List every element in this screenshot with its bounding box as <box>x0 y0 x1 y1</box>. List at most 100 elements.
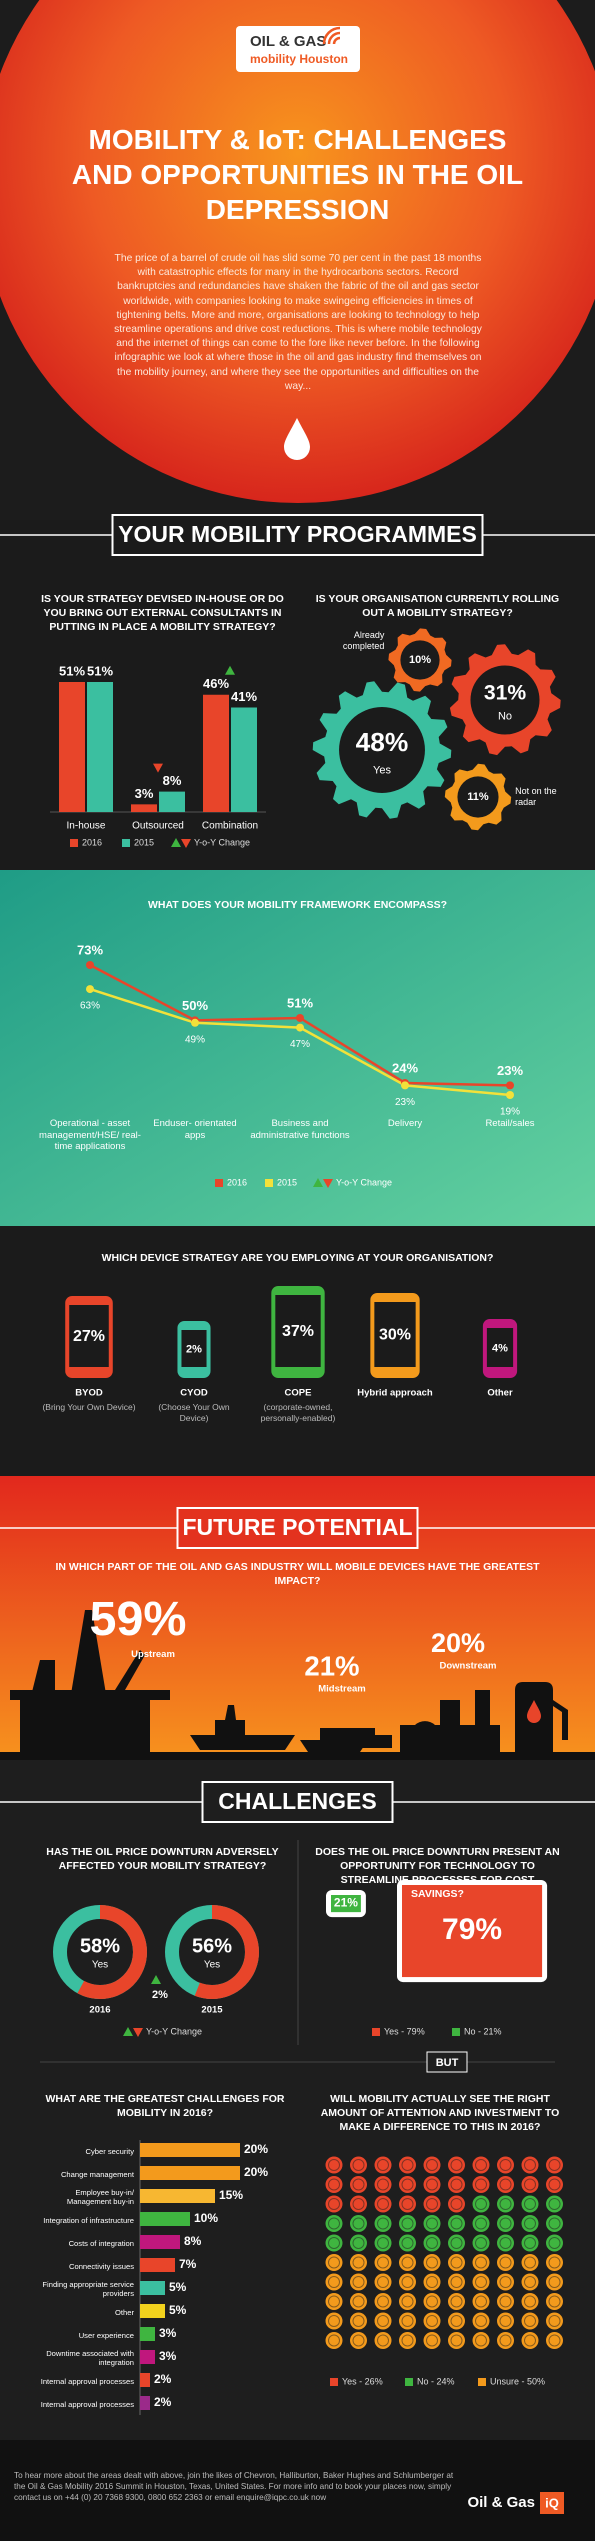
coin-ring <box>377 2295 389 2308</box>
device-description: (Choose Your Own Device) <box>158 1402 230 1423</box>
x-tick-label: Retail/sales <box>485 1118 535 1129</box>
phone-screen <box>374 1302 416 1367</box>
coin <box>497 2273 514 2291</box>
ground <box>0 1752 595 1760</box>
coin <box>521 2215 539 2232</box>
coin <box>350 2293 367 2310</box>
gear-label: Yes <box>373 765 391 777</box>
x-tick-label: Delivery <box>387 1118 423 1129</box>
y-tick-label: Connectivity issues <box>69 2261 134 2271</box>
coin-ring <box>450 2178 463 2191</box>
tablet-screen <box>402 1885 543 1978</box>
coin-ring <box>377 2217 389 2230</box>
coin <box>448 2215 465 2232</box>
coin-ring <box>328 2237 340 2249</box>
coin-ring <box>475 2237 487 2249</box>
y-tick-label: User experience <box>78 2330 134 2340</box>
point-value-label: 23% <box>497 1063 523 1078</box>
coin <box>399 2156 416 2174</box>
coin-ring <box>328 2334 340 2347</box>
coin <box>546 2254 563 2271</box>
coin <box>399 2254 416 2271</box>
bar-value-label: 2% <box>154 2372 172 2386</box>
coin-ring <box>328 2256 340 2269</box>
coin <box>497 2234 514 2252</box>
phone-value-label: 2% <box>186 1343 202 1355</box>
legend-label: 2016 <box>82 837 102 847</box>
coin-ring <box>401 2178 414 2191</box>
coin-ring <box>401 2334 414 2347</box>
bar <box>159 791 185 812</box>
coin-ring <box>377 2256 389 2269</box>
phone-screen <box>275 1295 321 1367</box>
coin-ring <box>548 2159 561 2171</box>
logo-box <box>236 26 360 72</box>
coin <box>497 2215 514 2232</box>
coin-ring <box>401 2159 414 2171</box>
coin-ring <box>548 2198 561 2210</box>
question: WILL MOBILITY ACTUALLY SEE THE RIGHT AMO… <box>320 2093 560 2133</box>
y-tick-label: Costs of integration <box>68 2238 134 2248</box>
device-label: COPE <box>285 1388 312 1399</box>
phone-value-label: 27% <box>73 1328 105 1345</box>
coin-ring <box>450 2315 463 2327</box>
point <box>86 961 94 969</box>
coin-ring <box>548 2256 561 2269</box>
y-tick-label: Downtime associated with integration <box>46 2349 134 2367</box>
change-triangle <box>171 838 181 847</box>
y-tick-label: Other <box>115 2307 134 2317</box>
logo-text: mobility Houston <box>250 52 348 66</box>
silhouette-ships <box>190 1705 368 1752</box>
banner-box <box>111 514 484 556</box>
drop-icon <box>284 418 310 460</box>
gear-value-label: 31% <box>484 682 527 705</box>
logo-signal <box>327 31 341 45</box>
coin-ring <box>426 2237 438 2249</box>
coin-ring <box>401 2256 414 2269</box>
y-tick-label: Cyber security <box>85 2146 134 2156</box>
coin <box>448 2273 465 2291</box>
legend-swatch <box>265 1179 273 1187</box>
coin-ring <box>352 2295 365 2308</box>
coin-ring <box>548 2217 561 2230</box>
coin <box>546 2195 563 2213</box>
coin <box>472 2254 490 2271</box>
coin <box>350 2312 367 2330</box>
bar <box>203 694 229 812</box>
drop-icon <box>527 1700 541 1723</box>
coin-ring <box>499 2159 512 2171</box>
coin-ring <box>524 2334 536 2347</box>
coin <box>448 2332 465 2349</box>
coin <box>546 2312 563 2330</box>
coin-ring <box>548 2237 561 2249</box>
legend-label: 2015 <box>277 1177 297 1187</box>
bar-value-label: 3% <box>159 2349 177 2363</box>
section-bg <box>0 870 595 1226</box>
legend-label: Unsure - 50% <box>490 2376 545 2386</box>
coin <box>521 2195 539 2213</box>
bar <box>231 707 257 812</box>
coin <box>521 2332 539 2349</box>
coin-ring <box>548 2295 561 2308</box>
change-triangle <box>133 2028 143 2037</box>
x-tick-label: Combination <box>202 821 258 832</box>
coin-ring <box>377 2198 389 2210</box>
coin-ring <box>352 2237 365 2249</box>
legend-label: Yes - 26% <box>342 2376 383 2386</box>
x-tick-label: Enduser- orientated apps <box>153 1118 237 1141</box>
coin-ring <box>377 2159 389 2171</box>
coin-ring <box>499 2315 512 2327</box>
coin-ring <box>499 2178 512 2191</box>
coin-ring <box>524 2237 536 2249</box>
bar <box>140 2258 175 2272</box>
coin <box>374 2215 392 2232</box>
device-label: Hybrid approach <box>357 1388 433 1399</box>
bar <box>140 2373 150 2387</box>
coin <box>423 2293 441 2310</box>
coin-ring <box>426 2334 438 2347</box>
coin <box>325 2312 343 2330</box>
bar-value-label: 3% <box>159 2326 177 2340</box>
impact-value: 21% <box>304 1650 359 1681</box>
coin <box>399 2312 416 2330</box>
